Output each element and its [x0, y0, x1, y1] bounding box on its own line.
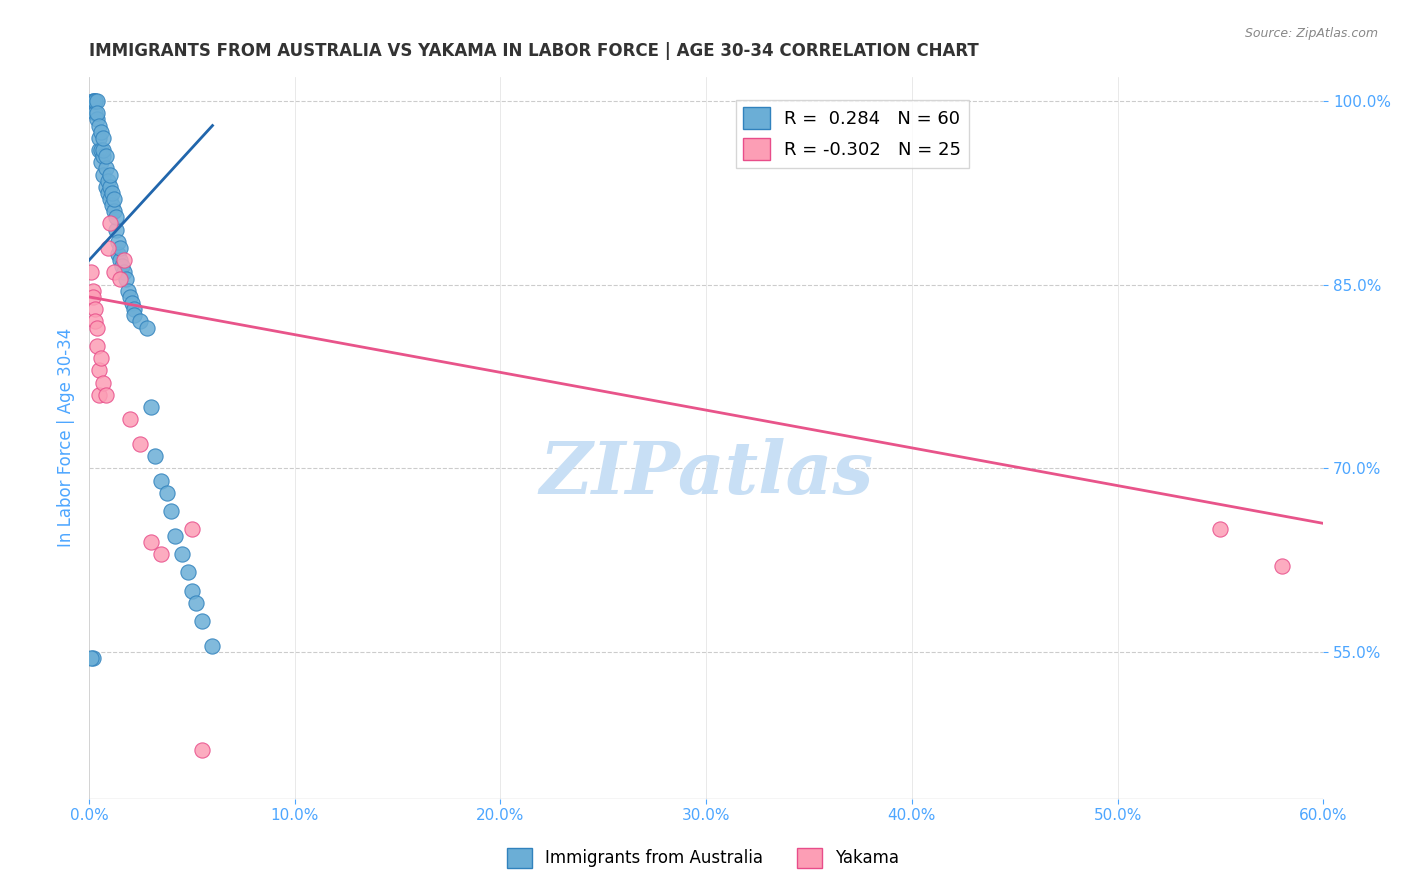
Point [117, 284, 139, 298]
Point [98, 192, 121, 206]
Y-axis label: In Labor Force | Age 30-34: In Labor Force | Age 30-34 [58, 328, 75, 548]
Point [143, 449, 166, 463]
Point [86, 94, 108, 108]
Text: IMMIGRANTS FROM AUSTRALIA VS YAKAMA IN LABOR FORCE | AGE 30-34 CORRELATION CHART: IMMIGRANTS FROM AUSTRALIA VS YAKAMA IN L… [89, 42, 979, 60]
Point [98, 217, 121, 231]
Point [1271, 559, 1294, 574]
Point [84, 314, 107, 328]
Point [112, 253, 135, 268]
Point [120, 290, 142, 304]
Point [94, 161, 117, 176]
Point [111, 260, 134, 274]
Point [94, 149, 117, 163]
Point [139, 400, 162, 414]
Point [120, 412, 142, 426]
Point [104, 222, 127, 236]
Point [86, 112, 108, 127]
Point [84, 302, 107, 317]
Point [82, 284, 104, 298]
Point [201, 639, 224, 653]
Point [94, 388, 117, 402]
Point [129, 314, 152, 328]
Point [94, 179, 117, 194]
Point [80, 265, 103, 279]
Point [1209, 523, 1232, 537]
Point [89, 388, 111, 402]
Point [86, 339, 108, 353]
Point [112, 265, 135, 279]
Point [100, 198, 122, 212]
Point [98, 168, 121, 182]
Point [80, 651, 103, 665]
Point [150, 474, 173, 488]
Point [103, 204, 125, 219]
Point [100, 186, 122, 200]
Point [98, 179, 121, 194]
Point [97, 174, 120, 188]
Point [90, 143, 112, 157]
Legend: R =  0.284   N = 60, R = -0.302   N = 25: R = 0.284 N = 60, R = -0.302 N = 25 [735, 100, 969, 168]
Point [90, 155, 112, 169]
Point [191, 743, 214, 757]
Point [93, 149, 115, 163]
Point [84, 106, 107, 120]
Point [124, 302, 146, 317]
Point [108, 241, 131, 255]
Point [107, 235, 129, 249]
Point [181, 523, 204, 537]
Point [104, 211, 127, 225]
Point [139, 534, 162, 549]
Point [121, 296, 143, 310]
Point [191, 614, 214, 628]
Point [82, 651, 104, 665]
Point [103, 192, 125, 206]
Point [150, 547, 173, 561]
Point [84, 94, 107, 108]
Point [108, 253, 131, 268]
Point [103, 265, 125, 279]
Point [156, 485, 179, 500]
Point [165, 528, 187, 542]
Point [82, 94, 104, 108]
Point [89, 143, 111, 157]
Legend: Immigrants from Australia, Yakama: Immigrants from Australia, Yakama [501, 841, 905, 875]
Text: ZIPatlas: ZIPatlas [538, 438, 873, 509]
Point [97, 241, 120, 255]
Point [90, 125, 112, 139]
Text: Source: ZipAtlas.com: Source: ZipAtlas.com [1244, 27, 1378, 40]
Point [86, 320, 108, 334]
Point [86, 106, 108, 120]
Point [93, 130, 115, 145]
Point [107, 247, 129, 261]
Point [135, 320, 157, 334]
Point [160, 504, 183, 518]
Point [93, 143, 115, 157]
Point [108, 271, 131, 285]
Point [129, 437, 152, 451]
Point [93, 376, 115, 390]
Point [181, 583, 204, 598]
Point [177, 566, 200, 580]
Point [82, 290, 104, 304]
Point [184, 596, 207, 610]
Point [93, 168, 115, 182]
Point [90, 351, 112, 365]
Point [84, 94, 107, 108]
Point [97, 186, 120, 200]
Point [124, 308, 146, 322]
Point [89, 119, 111, 133]
Point [115, 271, 138, 285]
Point [89, 130, 111, 145]
Point [89, 363, 111, 377]
Point [82, 94, 104, 108]
Point [170, 547, 193, 561]
